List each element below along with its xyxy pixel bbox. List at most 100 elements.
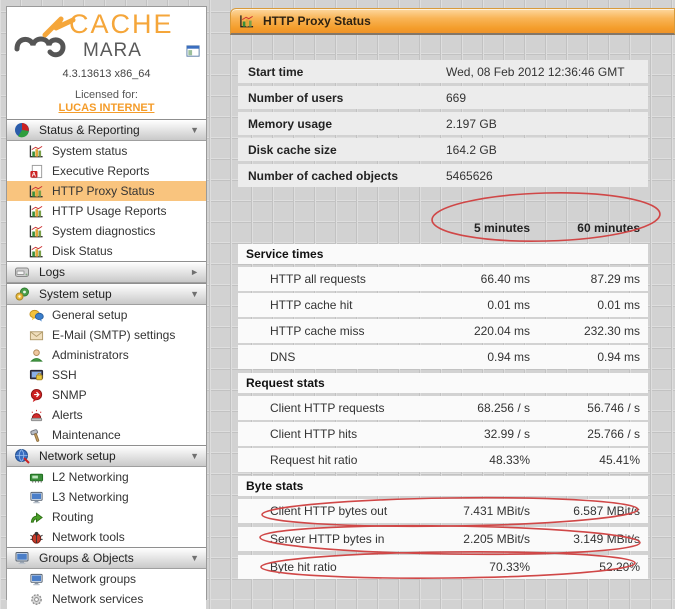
bar-chart-icon: [29, 224, 43, 237]
sidebar: CACHE MARA 4.3.13613 x86_64 Licensed for…: [6, 6, 207, 609]
table-row: Client HTTP hits 32.99 / s 25.766 / s: [238, 422, 648, 446]
sidebar-item-network-services[interactable]: Network services: [7, 589, 206, 609]
licensee-link[interactable]: LUCAS INTERNET: [58, 102, 155, 114]
sidebar-item-routing[interactable]: Routing: [7, 507, 206, 527]
bar-chart-icon: [29, 184, 43, 197]
value-5min: 70.33%: [489, 560, 530, 574]
section-header-label: Service times: [246, 247, 324, 261]
row-label: HTTP cache miss: [270, 324, 365, 338]
gears-icon: [15, 287, 29, 301]
section-label: Status & Reporting: [39, 123, 140, 137]
sidebar-item-label: Disk Status: [52, 244, 113, 258]
value-5min: 0.94 ms: [487, 350, 530, 364]
section-system-setup[interactable]: System setup ▼: [7, 283, 206, 305]
row-label: HTTP all requests: [270, 272, 366, 286]
value-5min: 68.256 / s: [477, 401, 530, 415]
sidebar-item-label: Network tools: [52, 530, 125, 544]
row-label: Number of cached objects: [248, 168, 399, 183]
sidebar-item-email-smtp-settings[interactable]: E-Mail (SMTP) settings: [7, 325, 206, 345]
row-value: 2.197 GB: [446, 116, 497, 131]
licensee-link-wrap: LUCAS INTERNET: [7, 102, 206, 114]
status-table: Start time Wed, 08 Feb 2012 12:36:46 GMT…: [238, 60, 648, 583]
chevron-down-icon: ▼: [190, 125, 199, 135]
sidebar-item-ssh[interactable]: SSH: [7, 365, 206, 385]
table-row: Request hit ratio 48.33% 45.41%: [238, 448, 648, 472]
sidebar-item-alerts[interactable]: Alerts: [7, 405, 206, 425]
red-bubble-icon: [30, 388, 43, 402]
sidebar-item-executive-reports[interactable]: A Executive Reports: [7, 161, 206, 181]
row-label: Client HTTP hits: [270, 427, 358, 441]
chevron-down-icon: ▼: [190, 451, 199, 461]
section-header-service-times: Service times: [238, 244, 648, 264]
section-network-setup[interactable]: Network setup ▼: [7, 445, 206, 467]
value-5min: 48.33%: [489, 453, 530, 467]
bug-icon: [30, 531, 43, 544]
table-row: Byte hit ratio 70.33% 52.20%: [238, 555, 648, 579]
person-icon: [30, 348, 43, 362]
value-5min: 7.431 MBit/s: [463, 504, 530, 518]
value-5min: 0.01 ms: [487, 298, 530, 312]
row-label: Start time: [248, 64, 304, 79]
sidebar-item-label: System diagnostics: [52, 224, 156, 238]
table-row: Number of users 669: [238, 86, 648, 109]
sidebar-item-network-tools[interactable]: Network tools: [7, 527, 206, 547]
speech-bubbles-icon: [29, 309, 44, 322]
pie-chart-icon: [15, 123, 29, 138]
sidebar-item-disk-status[interactable]: Disk Status: [7, 241, 206, 261]
sidebar-item-label: E-Mail (SMTP) settings: [52, 328, 176, 342]
value-60min: 25.766 / s: [587, 427, 640, 441]
sidebar-item-snmp[interactable]: SNMP: [7, 385, 206, 405]
section-label: Network setup: [39, 449, 116, 463]
sidebar-item-l3-networking[interactable]: L3 Networking: [7, 487, 206, 507]
sidebar-item-http-usage-reports[interactable]: HTTP Usage Reports: [7, 201, 206, 221]
bar-chart-icon: [29, 244, 43, 257]
value-5min: 66.40 ms: [480, 272, 530, 286]
gear-icon: [31, 593, 42, 605]
sidebar-item-l2-networking[interactable]: L2 Networking: [7, 467, 206, 487]
network-card-icon: [29, 473, 44, 483]
row-label: HTTP cache hit: [270, 298, 353, 312]
page-title: HTTP Proxy Status: [263, 14, 371, 28]
value-60min: 45.41%: [599, 453, 640, 467]
sidebar-item-system-diagnostics[interactable]: System diagnostics: [7, 221, 206, 241]
sidebar-item-general-setup[interactable]: General setup: [7, 305, 206, 325]
value-60min: 0.01 ms: [597, 298, 640, 312]
version-text: 4.3.13613 x86_64: [62, 68, 151, 80]
section-header-byte-stats: Byte stats: [238, 476, 648, 496]
table-row: Memory usage 2.197 GB: [238, 112, 648, 135]
sidebar-item-maintenance[interactable]: Maintenance: [7, 425, 206, 445]
value-60min: 6.587 MBit/s: [573, 504, 640, 518]
sidebar-item-label: L3 Networking: [52, 490, 129, 504]
row-label: DNS: [270, 350, 296, 364]
row-label: Disk cache size: [248, 142, 337, 157]
brand-cache: CACHE: [69, 9, 174, 39]
sidebar-item-label: Maintenance: [52, 428, 121, 442]
sidebar-item-network-groups[interactable]: Network groups: [7, 569, 206, 589]
row-value: 5465626: [446, 168, 493, 183]
section-logs[interactable]: Logs ►: [7, 261, 206, 283]
envelope-icon: [29, 330, 44, 340]
value-60min: 56.746 / s: [587, 401, 640, 415]
chevron-down-icon: ▼: [190, 289, 199, 299]
sidebar-item-administrators[interactable]: Administrators: [7, 345, 206, 365]
sidebar-item-system-status[interactable]: System status: [7, 141, 206, 161]
svg-text:A: A: [32, 171, 37, 178]
section-status-reporting[interactable]: Status & Reporting ▼: [7, 119, 206, 141]
sidebar-item-label: Executive Reports: [52, 164, 150, 178]
table-row: Server HTTP bytes in 2.205 MBit/s 3.149 …: [238, 527, 648, 551]
row-label: Request hit ratio: [270, 453, 358, 467]
row-label: Client HTTP requests: [270, 401, 385, 415]
chevron-down-icon: ▼: [190, 553, 199, 563]
brand-mara: MARA: [83, 40, 142, 61]
section-groups-objects[interactable]: Groups & Objects ▼: [7, 547, 206, 569]
sidebar-item-label: HTTP Usage Reports: [52, 204, 167, 218]
value-60min: 0.94 ms: [597, 350, 640, 364]
table-row: Number of cached objects 5465626: [238, 164, 648, 187]
sidebar-item-label: HTTP Proxy Status: [52, 184, 155, 198]
value-5min: 220.04 ms: [473, 324, 530, 338]
chevron-right-icon: ►: [190, 267, 199, 277]
drive-icon: [15, 267, 29, 277]
section-label: Logs: [39, 265, 66, 279]
table-row: HTTP cache hit 0.01 ms 0.01 ms: [238, 293, 648, 317]
sidebar-item-http-proxy-status[interactable]: HTTP Proxy Status: [7, 181, 206, 201]
